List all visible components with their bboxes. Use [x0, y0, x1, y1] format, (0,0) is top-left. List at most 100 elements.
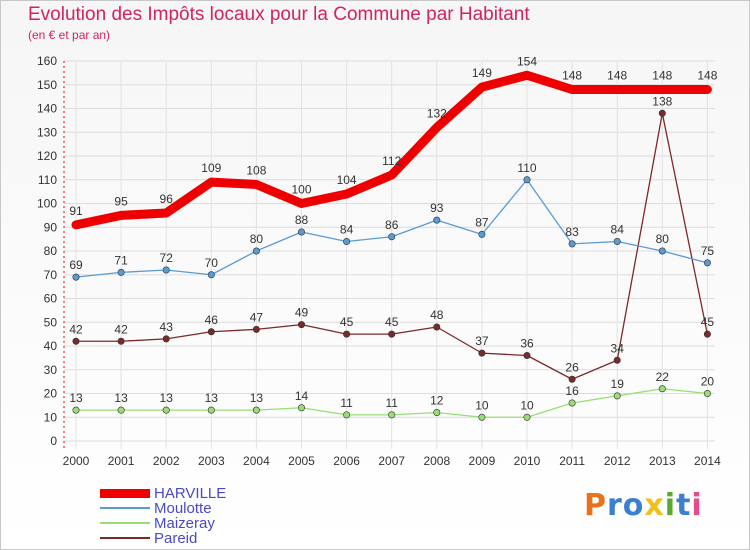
data-label-pareid: 46: [205, 313, 219, 327]
data-label-pareid: 47: [250, 310, 264, 324]
data-label-harville: 109: [201, 161, 221, 175]
data-label-pareid: 138: [652, 94, 672, 108]
data-point-maizeray: [343, 411, 351, 419]
data-point-harville: [253, 181, 260, 188]
data-label-moulotte: 69: [69, 258, 83, 272]
data-label-harville: 91: [69, 204, 83, 218]
y-tick-label: 60: [44, 292, 58, 306]
data-label-maizeray: 13: [69, 391, 83, 405]
data-label-maizeray: 13: [250, 391, 264, 405]
data-label-moulotte: 70: [205, 256, 219, 270]
data-point-pareid: [568, 375, 576, 383]
data-label-harville: 100: [291, 183, 311, 197]
data-point-harville: [659, 86, 666, 93]
data-label-pareid: 45: [340, 315, 354, 329]
axis-layer: 0 10 20 30 40 50 60 70 80 90 100 110 120 130 140 150 160…: [37, 54, 721, 468]
data-label-pareid: 34: [611, 341, 625, 355]
y-tick-label: 30: [44, 363, 58, 377]
legend-item-maizeray[interactable]: Maizeray: [100, 515, 320, 532]
data-label-moulotte: 83: [565, 225, 579, 239]
data-label-harville: 148: [607, 69, 627, 83]
data-label-pareid: 43: [160, 320, 174, 334]
data-label-moulotte: 84: [611, 223, 625, 237]
x-tick-label: 2004: [243, 454, 270, 468]
data-label-maizeray: 13: [160, 391, 174, 405]
data-point-moulotte: [523, 176, 531, 184]
data-point-harville: [73, 221, 79, 228]
data-label-moulotte: 110: [517, 161, 536, 175]
y-tick-label: 110: [38, 173, 57, 187]
data-point-pareid: [252, 325, 260, 333]
data-point-moulotte: [207, 271, 215, 279]
data-point-pareid: [433, 323, 441, 331]
data-point-maizeray: [117, 406, 125, 414]
data-label-pareid: 36: [520, 337, 534, 351]
legend-item-harville[interactable]: HARVILLE: [100, 485, 320, 502]
data-point-harville: [343, 191, 350, 197]
data-point-pareid: [703, 330, 711, 338]
data-point-harville: [163, 210, 170, 216]
data-point-pareid: [297, 321, 305, 329]
data-label-maizeray: 14: [295, 389, 309, 403]
data-point-harville: [433, 124, 440, 131]
legend-item-moulotte[interactable]: Moulotte: [100, 500, 320, 517]
data-label-pareid: 49: [295, 306, 309, 320]
data-label-moulotte: 72: [160, 251, 174, 265]
data-point-pareid: [72, 337, 80, 345]
data-label-moulotte: 88: [295, 213, 309, 227]
y-tick-label: 80: [44, 244, 58, 258]
chart-subtitle: (en € et par an): [28, 28, 111, 42]
data-point-harville: [208, 179, 215, 186]
data-point-moulotte: [388, 233, 396, 241]
data-point-maizeray: [72, 406, 80, 414]
data-label-maizeray: 13: [205, 391, 219, 405]
series-layer: [71, 70, 712, 421]
grid-layer: [64, 60, 715, 449]
data-label-harville: 108: [246, 164, 266, 178]
x-tick-label: 2003: [198, 454, 225, 468]
data-label-moulotte: 80: [656, 232, 670, 246]
data-point-pareid: [478, 349, 486, 357]
data-label-harville: 104: [337, 173, 357, 187]
data-point-pareid: [162, 335, 170, 343]
data-label-harville: 112: [382, 154, 401, 168]
data-label-maizeray: 22: [656, 370, 670, 384]
data-point-maizeray: [478, 413, 486, 421]
legend-item-pareid[interactable]: Pareid: [100, 530, 320, 547]
data-point-harville: [614, 86, 621, 93]
y-tick-label: 160: [37, 54, 57, 68]
y-tick-label: 50: [44, 315, 58, 329]
data-label-harville: 96: [160, 192, 174, 206]
data-point-pareid: [523, 351, 531, 359]
data-point-moulotte: [252, 247, 260, 255]
data-label-harville: 149: [472, 66, 492, 80]
data-label-maizeray: 11: [340, 396, 353, 410]
data-point-harville: [569, 86, 576, 93]
legend-swatch-pareid: [100, 537, 150, 539]
data-label-maizeray: 10: [475, 398, 489, 412]
data-point-maizeray: [523, 413, 531, 421]
chart-title: Evolution des Impôts locaux pour la Comm…: [28, 4, 530, 25]
data-point-moulotte: [658, 247, 666, 255]
data-point-maizeray: [703, 389, 711, 397]
data-point-pareid: [343, 330, 351, 338]
y-tick-label: 130: [37, 125, 57, 139]
data-point-moulotte: [433, 216, 441, 224]
data-point-maizeray: [433, 408, 441, 416]
x-tick-label: 2007: [378, 454, 405, 468]
x-tick-label: 2000: [63, 454, 90, 468]
data-label-harville: 148: [562, 69, 582, 83]
data-label-maizeray: 20: [701, 375, 715, 389]
x-tick-label: 2006: [333, 454, 360, 468]
data-point-moulotte: [478, 230, 486, 238]
logo-letter: t: [676, 488, 692, 523]
data-label-maizeray: 16: [565, 384, 579, 398]
data-point-moulotte: [117, 268, 125, 276]
data-point-maizeray: [568, 399, 576, 407]
y-tick-label: 100: [37, 197, 57, 211]
x-tick-label: 2009: [469, 454, 496, 468]
data-label-maizeray: 19: [611, 377, 625, 391]
data-point-harville: [388, 172, 395, 178]
data-label-moulotte: 75: [701, 244, 715, 258]
